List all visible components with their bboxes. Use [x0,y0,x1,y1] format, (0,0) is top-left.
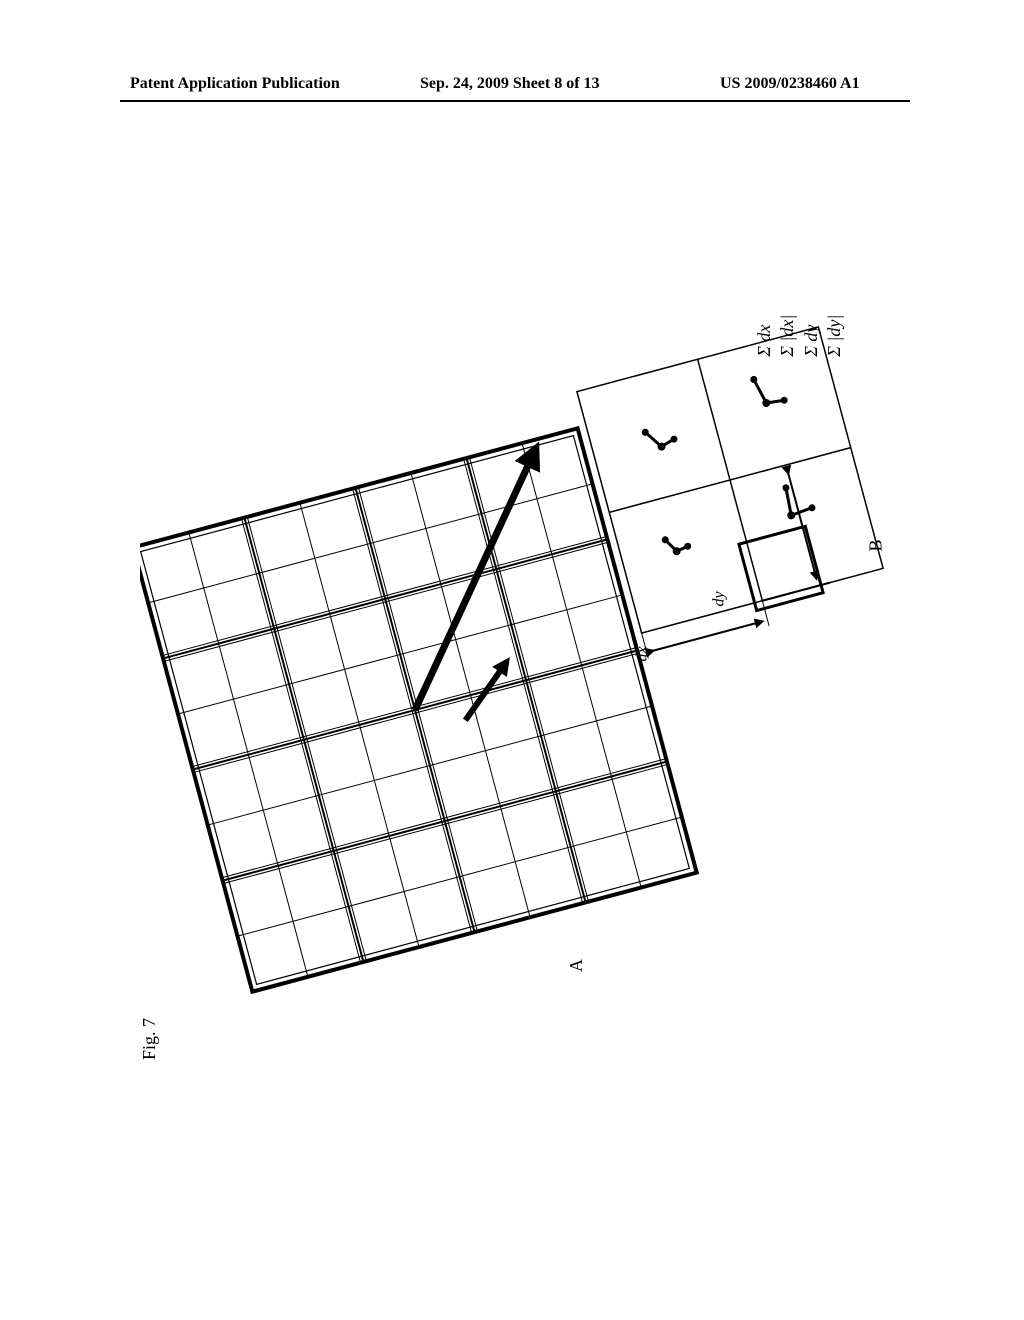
sum-abs-dy: Σ |dy| [823,237,846,357]
header-rule [120,100,910,102]
figure-7: Fig. 7 A B dx dy Σ dx Σ |dx| Σ dy Σ |dy| [140,180,900,1060]
figure-label: Fig. 7 [139,1018,160,1060]
sum-dx: Σ dx [753,237,776,357]
sum-abs-dx: Σ |dx| [777,237,800,357]
header-right: US 2009/0238460 A1 [720,75,860,93]
header-mid: Sep. 24, 2009 Sheet 8 of 13 [420,75,600,93]
grid-a-label: A [566,959,587,972]
header-left: Patent Application Publication [130,75,340,93]
dy-label: dy [711,591,729,606]
dx-label: dx [634,646,652,661]
sum-dy: Σ dy [800,237,823,357]
grid-b-label: B [866,539,887,551]
sum-descriptor: Σ dx Σ |dx| Σ dy Σ |dy| [753,237,847,357]
